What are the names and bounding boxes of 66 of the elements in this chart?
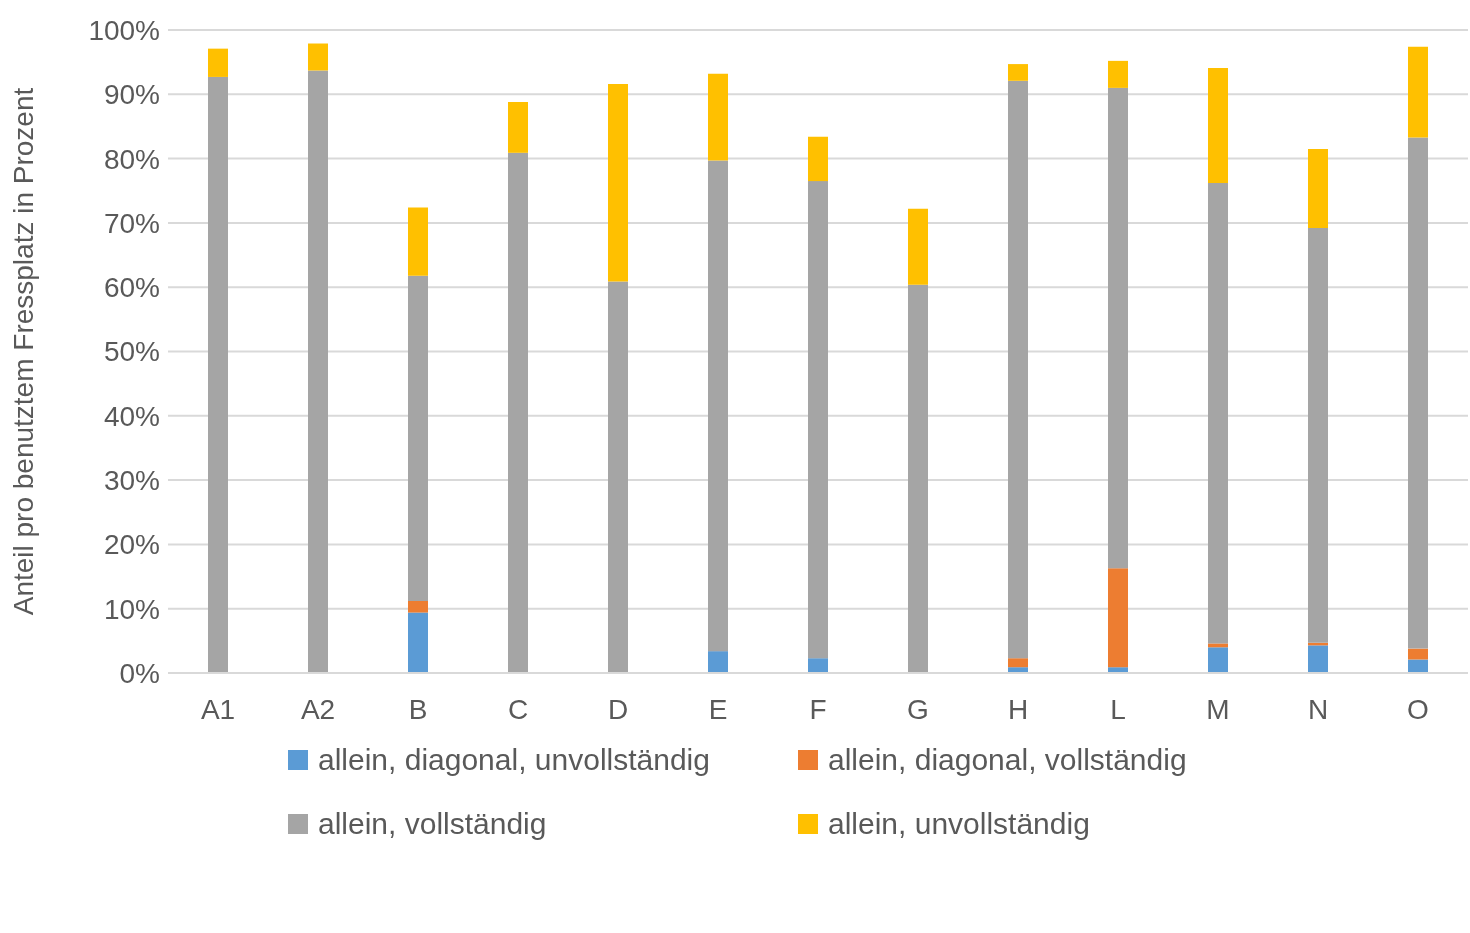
bar [1008, 658, 1028, 668]
bar [1308, 645, 1328, 673]
bar [208, 48, 228, 77]
bar [408, 275, 428, 601]
bar [1308, 228, 1328, 643]
x-tick-label: A2 [300, 693, 336, 725]
bar [1308, 148, 1328, 229]
legend-label: allein, unvollständig [828, 807, 1090, 841]
y-tick-label: 80% [103, 143, 160, 175]
bar [1208, 643, 1228, 648]
bar [608, 281, 628, 673]
bar [708, 160, 728, 652]
x-tick-label: C [507, 693, 529, 725]
bar [1208, 647, 1228, 673]
x-tick-label: F [809, 693, 827, 725]
bar [908, 208, 928, 285]
x-tick-label: B [408, 693, 428, 725]
x-tick-label: A1 [200, 693, 236, 725]
legend-label: allein, vollständig [318, 807, 547, 841]
bar [1208, 183, 1228, 644]
x-tick-label: H [1007, 693, 1029, 725]
y-tick-label: 100% [88, 14, 160, 46]
x-tick-label: L [1110, 693, 1126, 725]
bar [808, 136, 828, 182]
bar [1208, 67, 1228, 184]
bar [1408, 648, 1428, 660]
legend-label: allein, diagonal, vollständig [828, 743, 1187, 777]
bar [1108, 87, 1128, 569]
x-tick-label: E [708, 693, 728, 725]
bar [1408, 46, 1428, 138]
y-tick-label: 70% [103, 207, 160, 239]
bar [308, 43, 328, 71]
bar [408, 207, 428, 276]
y-tick-label: 0% [119, 657, 160, 689]
bar [508, 152, 528, 673]
x-tick-label: N [1307, 693, 1329, 725]
y-axis-title: Anteil pro benutztem Fressplatz in Prozent [7, 87, 39, 616]
y-tick-label: 50% [103, 336, 160, 368]
bar [908, 284, 928, 673]
x-tick-label: D [607, 693, 629, 725]
bar [608, 84, 628, 282]
y-tick-label: 10% [103, 593, 160, 625]
legend-label: allein, diagonal, unvollständig [318, 743, 710, 777]
bar [208, 76, 228, 673]
bar [1408, 137, 1428, 649]
y-tick-label: 90% [103, 79, 160, 111]
x-tick-label: G [907, 693, 929, 725]
bar [1408, 659, 1428, 673]
bar [1008, 80, 1028, 659]
bar [308, 70, 328, 673]
bar [708, 73, 728, 161]
y-tick-label: 40% [103, 400, 160, 432]
bar [508, 102, 528, 153]
bar [1108, 568, 1128, 668]
bar [808, 181, 828, 659]
bar [408, 600, 428, 613]
bar [708, 651, 728, 673]
bar [1008, 64, 1028, 81]
y-tick-label: 30% [103, 465, 160, 497]
x-tick-label: M [1206, 693, 1230, 725]
y-tick-label: 60% [103, 272, 160, 304]
bar [408, 612, 428, 673]
y-tick-label: 20% [103, 529, 160, 561]
bar [1108, 60, 1128, 88]
bar [808, 658, 828, 673]
x-tick-label: O [1407, 693, 1429, 725]
